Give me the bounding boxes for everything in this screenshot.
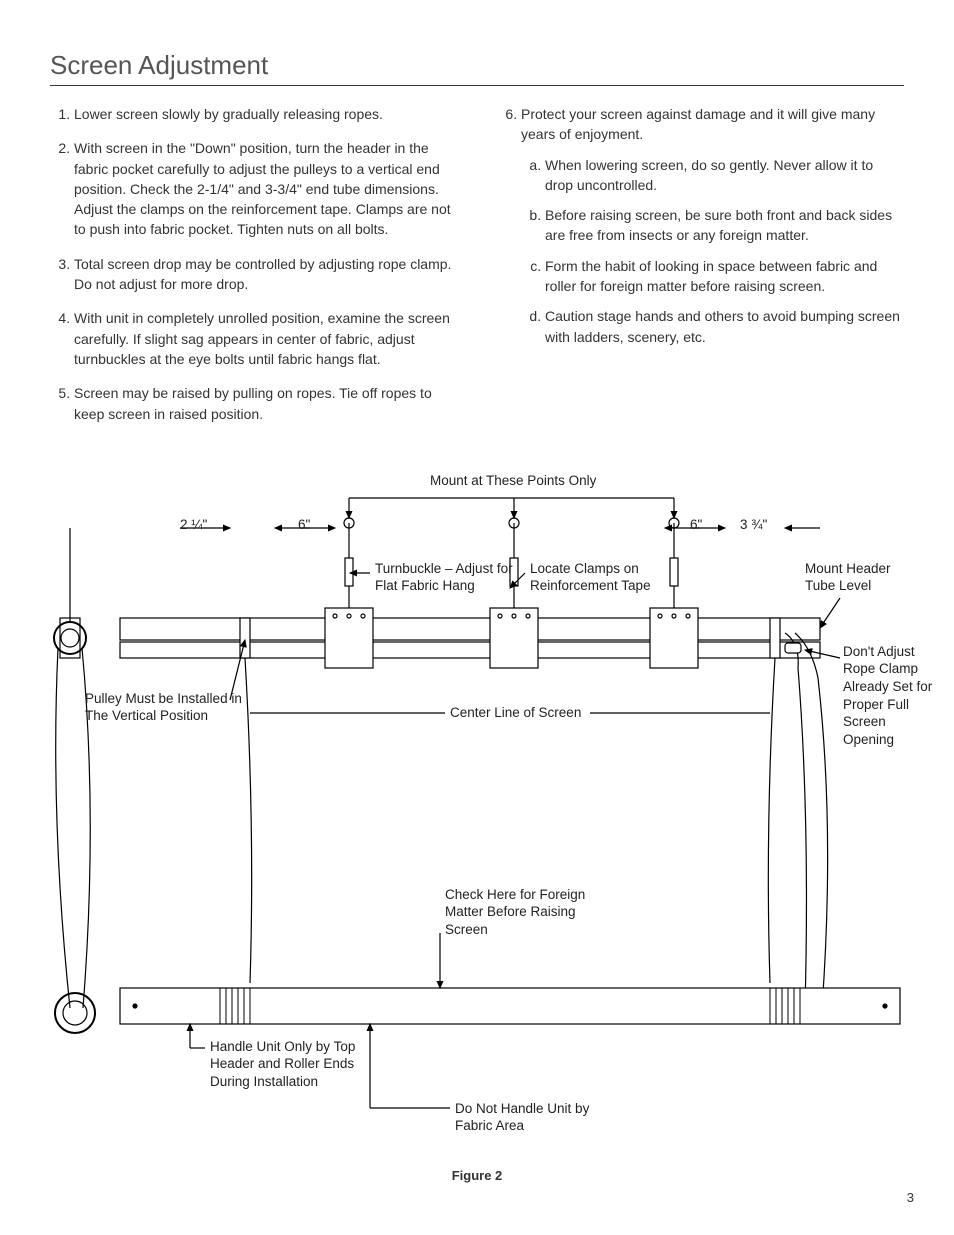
step-3: Total screen drop may be controlled by a…	[74, 254, 457, 295]
section-title: Screen Adjustment	[50, 50, 904, 86]
right-column: Protect your screen against damage and i…	[497, 104, 904, 438]
step-2: With screen in the "Down" position, turn…	[74, 138, 457, 239]
page-number: 3	[907, 1190, 914, 1205]
label-mount-header: Mount Header Tube Level	[805, 560, 905, 595]
instruction-columns: Lower screen slowly by gradually releasi…	[50, 104, 904, 438]
step-6d: Caution stage hands and others to avoid …	[545, 306, 904, 347]
step-6-lead: Protect your screen against damage and i…	[521, 106, 875, 142]
step-6: Protect your screen against damage and i…	[521, 104, 904, 347]
label-dim-6a: 6"	[298, 516, 310, 534]
label-clamps: Locate Clamps on Reinforcement Tape	[530, 560, 670, 595]
step-6a: When lowering screen, do so gently. Neve…	[545, 155, 904, 196]
step-5: Screen may be raised by pulling on ropes…	[74, 383, 457, 424]
label-centerline: Center Line of Screen	[450, 704, 581, 722]
main-list-right: Protect your screen against damage and i…	[497, 104, 904, 347]
figure-caption: Figure 2	[50, 1168, 904, 1183]
label-pulley: Pulley Must be Installed in The Vertical…	[85, 690, 245, 725]
step-4: With unit in completely unrolled positio…	[74, 308, 457, 369]
label-dim-6b: 6"	[690, 516, 702, 534]
sub-list: When lowering screen, do so gently. Neve…	[521, 155, 904, 347]
left-column: Lower screen slowly by gradually releasi…	[50, 104, 457, 438]
figure-2: Mount at These Points Only 2 ¼" 6" 6" 3 …	[50, 468, 930, 1158]
label-handle-top: Handle Unit Only by Top Header and Rolle…	[210, 1038, 370, 1091]
label-rope-clamp: Don't Adjust Rope Clamp Already Set for …	[843, 643, 938, 748]
step-6c: Form the habit of looking in space betwe…	[545, 256, 904, 297]
label-no-handle: Do Not Handle Unit by Fabric Area	[455, 1100, 615, 1135]
step-6b: Before raising screen, be sure both fron…	[545, 205, 904, 246]
label-dim-left: 2 ¼"	[180, 516, 207, 534]
label-mount-points: Mount at These Points Only	[430, 472, 596, 490]
main-list-left: Lower screen slowly by gradually releasi…	[50, 104, 457, 424]
label-dim-right: 3 ¾"	[740, 516, 767, 534]
label-check-foreign: Check Here for Foreign Matter Before Rai…	[445, 886, 605, 939]
step-1: Lower screen slowly by gradually releasi…	[74, 104, 457, 124]
label-turnbuckle: Turnbuckle – Adjust for Flat Fabric Hang	[375, 560, 515, 595]
